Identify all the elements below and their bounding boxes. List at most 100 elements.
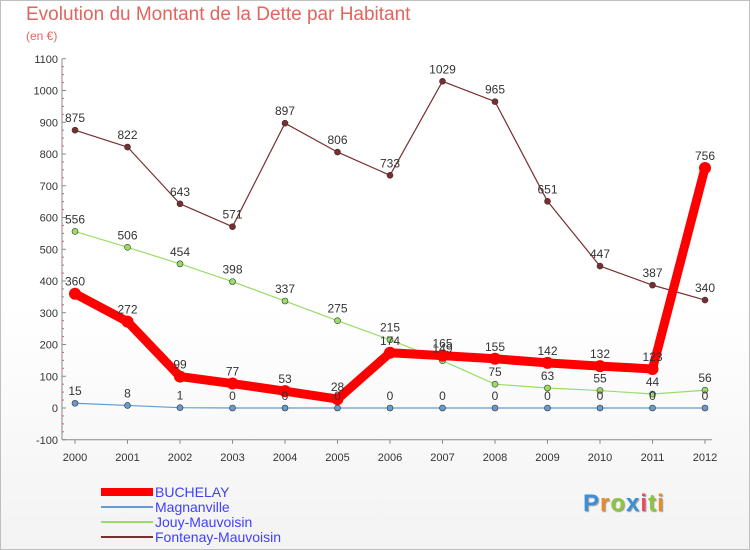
data-label: 275 xyxy=(327,302,347,316)
logo-letter: i xyxy=(640,490,649,517)
data-label: 643 xyxy=(170,185,190,199)
data-label: 360 xyxy=(65,275,85,289)
data-point xyxy=(279,385,291,398)
data-label: 875 xyxy=(65,111,85,125)
data-point xyxy=(174,370,186,383)
data-point xyxy=(594,360,606,373)
x-tick-label: 2005 xyxy=(325,452,349,464)
y-tick-label: 100 xyxy=(40,371,58,383)
legend-swatch xyxy=(101,506,153,508)
legend-item-buchelay: BUCHELAY xyxy=(101,485,229,499)
data-label: 0 xyxy=(544,389,551,403)
x-tick-label: 2001 xyxy=(115,452,139,464)
y-tick-label: 1000 xyxy=(34,86,58,98)
data-label: 571 xyxy=(222,208,242,222)
data-label: 0 xyxy=(439,389,446,403)
data-point xyxy=(334,148,341,156)
data-label: 398 xyxy=(222,263,242,277)
y-tick-label: 700 xyxy=(40,181,58,193)
data-point xyxy=(489,352,501,365)
data-label: 340 xyxy=(695,281,715,295)
y-tick-label: 800 xyxy=(40,149,58,161)
y-tick-label: 300 xyxy=(40,308,58,320)
data-label: 1 xyxy=(177,389,184,403)
data-label: 28 xyxy=(331,380,345,394)
logo-letter: P xyxy=(583,490,601,517)
data-point xyxy=(281,297,289,305)
data-point xyxy=(491,98,499,105)
data-label: 556 xyxy=(65,212,85,226)
data-label: 174 xyxy=(380,334,400,348)
data-point xyxy=(541,356,554,369)
data-label: 155 xyxy=(485,340,505,354)
data-point xyxy=(544,198,551,205)
data-label: 0 xyxy=(492,389,499,403)
data-point xyxy=(701,404,709,412)
data-point xyxy=(384,346,396,359)
data-label: 77 xyxy=(226,365,240,379)
data-point xyxy=(334,317,341,324)
x-tick-label: 2000 xyxy=(63,452,87,464)
legend-item-jouy-mauvoisin: Jouy-Mauvoisin xyxy=(101,515,252,529)
logo-letter: t xyxy=(648,490,658,517)
data-label: 215 xyxy=(380,321,400,335)
data-point xyxy=(124,143,131,151)
series-line-buchelay xyxy=(70,163,710,404)
data-label: 651 xyxy=(537,182,557,196)
data-point xyxy=(439,77,446,85)
data-point xyxy=(124,402,131,409)
data-point xyxy=(699,161,711,174)
data-point xyxy=(229,404,236,412)
legend-swatch xyxy=(101,536,153,538)
data-label: 733 xyxy=(380,156,400,170)
data-label: 53 xyxy=(278,372,292,386)
data-point xyxy=(596,387,604,394)
x-tick-label: 2012 xyxy=(693,452,717,464)
legend-item-fontenay-mauvoisin: Fontenay-Mauvoisin xyxy=(101,530,281,544)
data-point xyxy=(646,362,659,375)
x-tick-label: 2010 xyxy=(588,452,612,464)
data-point xyxy=(176,200,184,208)
data-point xyxy=(596,262,604,270)
data-point xyxy=(226,377,239,390)
y-tick-label: 400 xyxy=(40,276,58,288)
y-tick-label: 0 xyxy=(52,403,58,415)
proxiti-logo: Proxiti xyxy=(583,490,665,518)
y-tick-label: -100 xyxy=(36,435,58,447)
data-point xyxy=(176,404,184,411)
data-label: 8 xyxy=(124,386,131,400)
data-label: 447 xyxy=(590,247,610,261)
data-label: 44 xyxy=(646,375,660,389)
data-label: 56 xyxy=(698,371,712,385)
data-label: 0 xyxy=(387,389,394,403)
data-label: 99 xyxy=(173,358,187,372)
data-label: 0 xyxy=(649,389,656,403)
data-label: 0 xyxy=(702,389,709,403)
data-point xyxy=(701,386,709,394)
logo-letter: r xyxy=(600,490,611,517)
y-tick-label: 600 xyxy=(40,213,58,225)
data-point xyxy=(436,349,449,362)
data-label: 123 xyxy=(642,350,662,364)
data-point xyxy=(331,393,344,406)
data-point xyxy=(491,404,499,412)
x-tick-label: 2006 xyxy=(378,452,402,464)
data-label: 63 xyxy=(541,369,555,383)
legend-swatch xyxy=(101,488,153,496)
data-label: 142 xyxy=(537,344,557,358)
data-point xyxy=(229,223,236,231)
data-label: 965 xyxy=(485,83,505,97)
data-label: 0 xyxy=(334,389,341,403)
data-point xyxy=(71,399,79,407)
logo-letter: i xyxy=(657,490,665,517)
x-tick-label: 2003 xyxy=(220,452,244,464)
x-tick-label: 2011 xyxy=(641,452,665,464)
data-point xyxy=(71,126,79,134)
data-point xyxy=(649,404,656,412)
data-point xyxy=(701,296,709,304)
data-point xyxy=(649,390,656,398)
data-point xyxy=(281,404,289,412)
data-label: 55 xyxy=(593,372,607,386)
y-tick-label: 200 xyxy=(40,340,58,352)
legend-swatch xyxy=(101,521,153,523)
